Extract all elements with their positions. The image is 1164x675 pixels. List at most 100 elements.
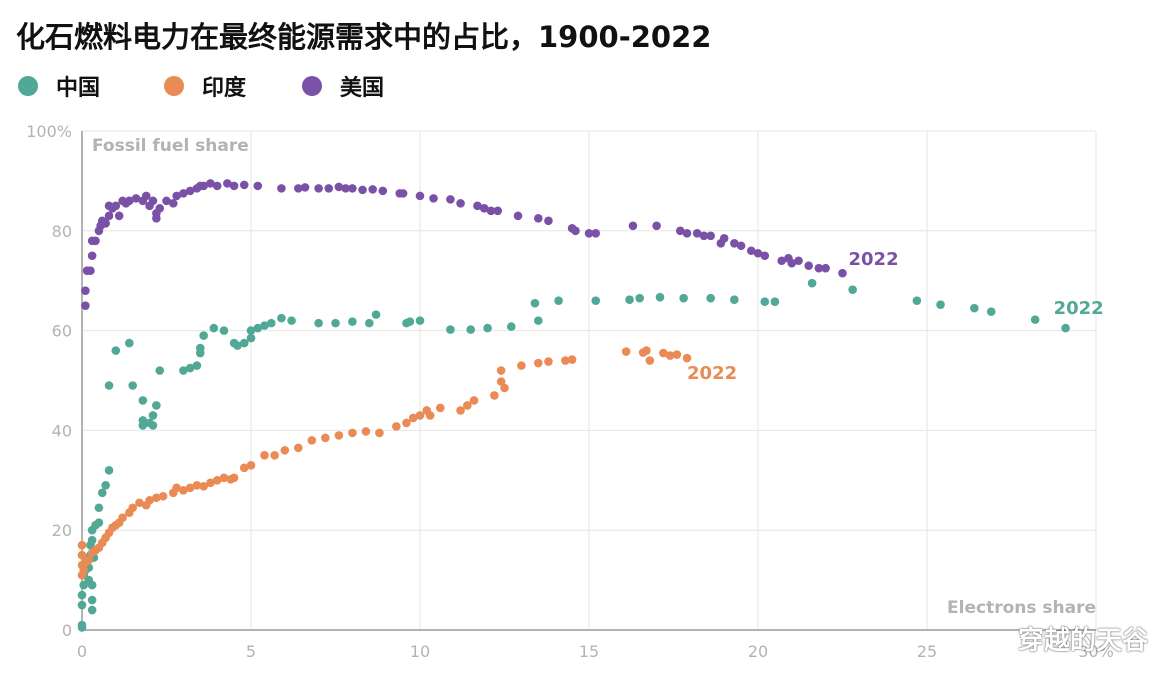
data-point-india <box>77 550 87 560</box>
data-point-china <box>155 366 165 375</box>
data-point-china <box>446 325 455 334</box>
data-point-usa <box>223 179 232 188</box>
data-point-china <box>104 381 114 390</box>
data-point-china <box>87 605 97 615</box>
y-tick-label: 80 <box>52 222 72 241</box>
data-point-china <box>138 396 148 405</box>
data-point-india <box>77 540 87 550</box>
x-tick-label: 15 <box>579 642 599 661</box>
data-point-china <box>77 590 87 600</box>
data-point-china <box>730 295 739 304</box>
legend-label-usa: 美国 <box>340 76 385 101</box>
data-point-usa <box>114 211 124 221</box>
data-point-usa <box>294 184 303 193</box>
data-point-china <box>277 313 286 323</box>
data-point-india <box>84 555 94 565</box>
data-point-china <box>287 316 296 325</box>
data-point-usa <box>81 301 90 310</box>
data-point-usa <box>838 268 847 278</box>
data-point-usa <box>131 194 141 203</box>
data-point-usa <box>706 231 715 241</box>
data-point-india <box>192 480 202 490</box>
legend-item-india[interactable]: 印度 <box>164 70 246 102</box>
data-point-usa <box>104 211 114 221</box>
data-point-china <box>405 317 415 326</box>
data-point-usa <box>358 185 367 195</box>
data-point-usa <box>168 199 178 208</box>
x-tick-label: 30% <box>1078 642 1114 661</box>
data-point-india <box>496 377 506 386</box>
legend-swatch-china <box>18 76 38 96</box>
data-point-china <box>986 307 996 316</box>
end-labels: 2022 2022 2022 <box>687 249 1104 384</box>
data-point-india <box>294 443 303 453</box>
x-tick-label: 10 <box>410 642 430 661</box>
data-point-usa <box>229 181 239 191</box>
data-point-usa <box>652 221 661 231</box>
data-point-china <box>770 297 780 306</box>
data-point-china <box>239 338 249 348</box>
y-tick-label: 40 <box>52 421 72 440</box>
data-point-usa <box>300 183 310 192</box>
data-point-india <box>567 355 577 364</box>
data-point-india <box>118 513 127 523</box>
data-point-usa <box>682 228 692 238</box>
data-point-china <box>219 326 229 335</box>
data-point-usa <box>821 263 830 273</box>
data-point-china <box>125 338 134 348</box>
data-point-usa <box>446 195 455 204</box>
data-point-usa <box>513 211 523 221</box>
data-point-india <box>517 361 526 370</box>
data-point-china <box>534 316 543 325</box>
data-point-china <box>209 323 219 333</box>
data-point-india <box>534 358 543 368</box>
data-point-india <box>128 503 137 513</box>
data-point-china <box>192 361 202 370</box>
end-label-china: 2022 <box>1054 298 1104 319</box>
data-point-usa <box>814 263 824 273</box>
data-point-usa <box>692 228 702 238</box>
data-point-usa <box>87 251 97 261</box>
legend-item-china[interactable]: 中国 <box>18 70 100 102</box>
data-point-china <box>87 535 97 545</box>
end-label-india: 2022 <box>687 363 737 384</box>
data-point-india <box>435 403 445 413</box>
data-point-india <box>229 473 239 483</box>
x-tick-label: 0 <box>77 642 87 661</box>
x-tick-label: 25 <box>917 642 937 661</box>
data-point-usa <box>179 189 188 198</box>
data-point-usa <box>730 238 739 248</box>
data-point-usa <box>81 286 90 295</box>
x-tick-label: 20 <box>748 642 768 661</box>
y-tick-label: 100% <box>26 122 72 141</box>
data-point-usa <box>348 184 357 193</box>
data-point-china <box>706 293 715 303</box>
legend-item-usa[interactable]: 美国 <box>302 70 384 102</box>
data-point-china <box>365 318 374 328</box>
data-point-usa <box>239 180 249 190</box>
data-point-usa <box>584 228 594 238</box>
data-point-india <box>408 413 418 423</box>
data-point-india <box>334 431 344 440</box>
data-point-usa <box>148 196 158 206</box>
data-point-india <box>260 451 269 460</box>
data-point-usa <box>86 266 95 276</box>
data-point-usa <box>152 214 161 223</box>
data-point-india <box>79 565 88 575</box>
data-point-india <box>659 348 668 358</box>
data-point-china <box>152 401 161 410</box>
data-point-china <box>371 310 381 319</box>
x-axis-label: Electrons share <box>947 598 1096 618</box>
tick-labels: 0 20 40 60 80 100% 0 5 10 15 20 25 30% <box>26 122 1114 661</box>
data-point-india <box>199 481 208 491</box>
y-axis-label: Fossil fuel share <box>92 136 249 156</box>
data-point-usa <box>101 219 110 228</box>
data-point-usa <box>185 186 195 196</box>
data-point-usa <box>736 241 746 251</box>
data-point-india <box>672 350 682 359</box>
data-point-usa <box>486 206 496 216</box>
data-point-india <box>212 476 222 485</box>
data-point-india <box>682 353 692 363</box>
data-point-usa <box>760 251 770 261</box>
data-point-china <box>655 292 665 302</box>
